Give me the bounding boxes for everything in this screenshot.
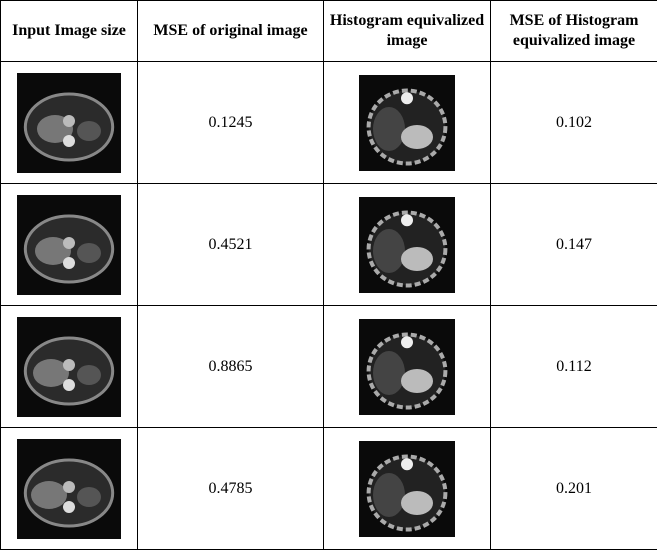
mse-original: 0.4521 <box>138 184 324 306</box>
organ <box>77 243 101 263</box>
aorta <box>63 359 75 371</box>
lung <box>373 473 405 517</box>
organ <box>77 121 101 141</box>
mse-equalized: 0.147 <box>491 184 657 306</box>
aorta <box>63 237 75 249</box>
input-image-cell <box>1 306 138 428</box>
equalized-image-cell <box>324 184 491 306</box>
table-row: 0.4785 0.201 <box>1 428 657 550</box>
ct-image <box>359 75 455 171</box>
table-row: 0.1245 0.102 <box>1 62 657 184</box>
mse-table: Input Image sizeMSE of original imageHis… <box>0 0 657 550</box>
spine <box>401 458 413 470</box>
heart <box>401 369 433 393</box>
equalized-image-cell <box>324 306 491 428</box>
spine <box>401 214 413 226</box>
spine <box>63 135 75 147</box>
header-cell: MSE of Histogram equivalized image <box>491 1 657 62</box>
lung <box>373 229 405 273</box>
ct-image <box>17 73 121 173</box>
table-row: 0.4521 0.147 <box>1 184 657 306</box>
spine <box>63 501 75 513</box>
header-cell: Histogram equivalized image <box>324 1 491 62</box>
ct-image <box>17 439 121 539</box>
heart <box>401 247 433 271</box>
ct-image <box>359 319 455 415</box>
equalized-image-cell <box>324 62 491 184</box>
mse-original: 0.4785 <box>138 428 324 550</box>
spine <box>63 379 75 391</box>
table-row: 0.8865 0.112 <box>1 306 657 428</box>
mse-original: 0.8865 <box>138 306 324 428</box>
organ <box>77 365 101 385</box>
spine <box>63 257 75 269</box>
spine <box>401 336 413 348</box>
mse-equalized: 0.112 <box>491 306 657 428</box>
heart <box>401 491 433 515</box>
ct-image <box>17 317 121 417</box>
spine <box>401 92 413 104</box>
header-cell: Input Image size <box>1 1 138 62</box>
input-image-cell <box>1 428 138 550</box>
input-image-cell <box>1 184 138 306</box>
equalized-image-cell <box>324 428 491 550</box>
ct-image <box>17 195 121 295</box>
aorta <box>63 481 75 493</box>
header-cell: MSE of original image <box>138 1 324 62</box>
heart <box>401 125 433 149</box>
ct-image <box>359 441 455 537</box>
liver <box>31 481 67 509</box>
organ <box>77 487 101 507</box>
lung <box>373 351 405 395</box>
ct-image <box>359 197 455 293</box>
mse-original: 0.1245 <box>138 62 324 184</box>
input-image-cell <box>1 62 138 184</box>
mse-equalized: 0.102 <box>491 62 657 184</box>
aorta <box>63 115 75 127</box>
lung <box>373 107 405 151</box>
mse-equalized: 0.201 <box>491 428 657 550</box>
